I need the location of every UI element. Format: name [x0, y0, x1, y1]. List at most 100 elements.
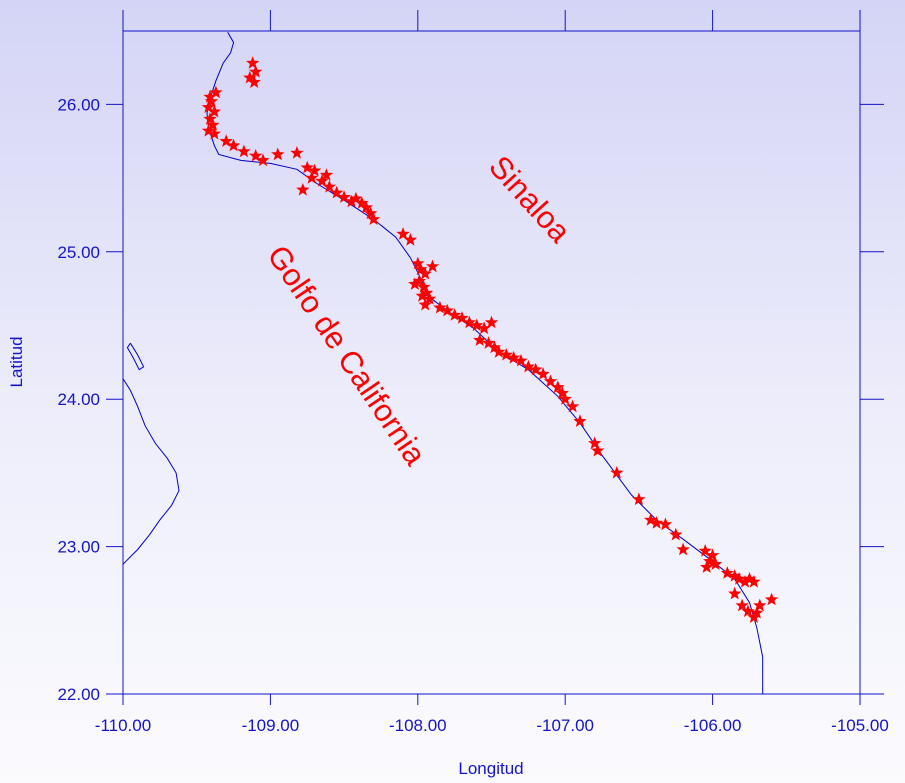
y-tick-label: 23.00 [57, 538, 100, 557]
star-icon [422, 292, 437, 305]
star-icon [206, 118, 220, 131]
star-icon [492, 345, 506, 358]
star-icon [337, 190, 351, 203]
observation-markers [201, 56, 779, 623]
star-icon [237, 144, 251, 158]
star-icon [738, 575, 752, 588]
star-icon [243, 70, 257, 84]
star-icon [359, 200, 373, 214]
star-icon [433, 300, 447, 314]
star-icon [669, 527, 683, 541]
star-icon [417, 280, 431, 293]
star-icon [408, 277, 422, 290]
star-icon [271, 147, 285, 161]
coastline-layer [122, 31, 764, 694]
star-icon [226, 138, 241, 152]
star-icon [207, 104, 221, 118]
star-icon [412, 274, 426, 287]
y-tick-label: 26.00 [57, 95, 100, 114]
tick-labels: -110.00 -109.00 -108.00 -107.00 -106.00 -105.… [57, 95, 888, 735]
star-icon [418, 266, 432, 280]
star-icon [703, 554, 717, 567]
star-icon [420, 286, 434, 299]
star-icon [555, 386, 569, 399]
coastline-mainland [206, 31, 764, 694]
star-icon [565, 399, 580, 413]
star-icon [246, 56, 260, 69]
star-icon [319, 168, 334, 181]
star-icon [764, 592, 779, 606]
star-icon [728, 586, 742, 600]
star-icon [209, 85, 223, 99]
plot-frame [122, 30, 861, 695]
x-tick-label: -108.00 [389, 716, 447, 735]
star-icon [418, 297, 432, 311]
star-icon [296, 182, 310, 196]
y-tick-label: 22.00 [57, 685, 100, 704]
star-icon [203, 112, 217, 125]
star-icon [440, 303, 454, 317]
x-tick-label: -107.00 [536, 716, 594, 735]
star-icon [658, 517, 673, 531]
star-icon [201, 123, 216, 137]
star-icon [558, 392, 572, 405]
star-icon [448, 308, 462, 321]
x-tick-label: -105.00 [831, 716, 889, 735]
star-icon [481, 336, 496, 349]
star-icon [300, 160, 314, 174]
star-icon [700, 560, 714, 573]
star-icon [290, 146, 304, 159]
star-icon [247, 75, 261, 88]
star-icon [484, 315, 499, 329]
star-icon [735, 598, 749, 612]
star-icon [396, 227, 410, 240]
star-icon [573, 414, 587, 427]
star-icon [708, 557, 723, 570]
star-icon [477, 321, 491, 335]
star-icon [349, 191, 363, 205]
star-icon [455, 311, 469, 324]
star-icon [610, 465, 624, 479]
region-label-sinaloa: Sinaloa [482, 149, 578, 250]
star-icon [403, 233, 418, 246]
x-axis-title: Longitud [458, 759, 523, 778]
star-icon [487, 340, 502, 354]
star-icon [591, 443, 605, 457]
star-icon [741, 604, 755, 618]
star-icon [705, 548, 720, 562]
star-icon [330, 185, 344, 199]
star-icon [728, 569, 742, 582]
star-icon [207, 126, 221, 140]
x-tick-label: -109.00 [242, 716, 300, 735]
star-icon [720, 566, 734, 579]
island-outline [126, 342, 145, 371]
star-icon [315, 174, 329, 187]
x-tick-label: -110.00 [95, 716, 151, 735]
region-label-gulf: Golfo de California [260, 239, 433, 472]
star-icon [201, 100, 216, 113]
star-icon [308, 163, 322, 177]
star-icon [366, 212, 381, 225]
x-tick-label: -106.00 [684, 716, 742, 735]
star-icon [698, 544, 712, 557]
star-icon [411, 256, 425, 270]
star-icon [322, 179, 336, 193]
star-icon [753, 598, 767, 612]
star-icon [203, 90, 217, 103]
star-icon [256, 153, 270, 167]
y-tick-label: 25.00 [57, 243, 100, 262]
star-icon [249, 65, 263, 78]
star-icon [305, 171, 319, 184]
star-icon [470, 318, 484, 332]
star-icon [588, 436, 602, 450]
star-icon [473, 333, 487, 346]
star-icon [536, 367, 550, 380]
y-tick-label: 24.00 [57, 390, 100, 409]
star-icon [649, 516, 664, 529]
star-icon [543, 374, 558, 388]
star-icon [414, 262, 428, 276]
star-icon [219, 134, 233, 147]
star-icon [521, 359, 535, 373]
star-icon [644, 513, 658, 526]
